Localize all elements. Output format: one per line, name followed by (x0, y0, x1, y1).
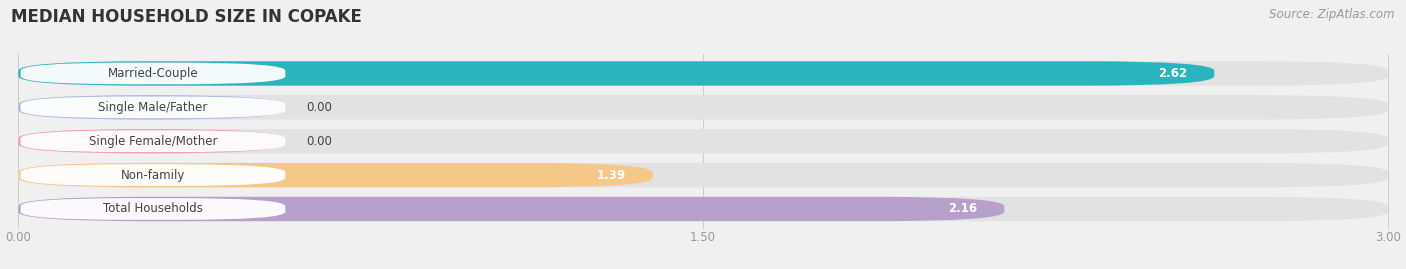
Text: Non-family: Non-family (121, 169, 186, 182)
FancyBboxPatch shape (18, 95, 283, 119)
Text: 2.62: 2.62 (1157, 67, 1187, 80)
Text: Total Households: Total Households (103, 203, 202, 215)
FancyBboxPatch shape (21, 130, 285, 152)
Text: 1.39: 1.39 (596, 169, 626, 182)
Text: Single Female/Mother: Single Female/Mother (89, 135, 217, 148)
FancyBboxPatch shape (21, 63, 285, 84)
FancyBboxPatch shape (18, 129, 1388, 153)
FancyBboxPatch shape (18, 197, 1388, 221)
FancyBboxPatch shape (18, 197, 1004, 221)
FancyBboxPatch shape (18, 163, 1388, 187)
Text: Single Male/Father: Single Male/Father (98, 101, 208, 114)
Text: MEDIAN HOUSEHOLD SIZE IN COPAKE: MEDIAN HOUSEHOLD SIZE IN COPAKE (11, 8, 363, 26)
Text: 0.00: 0.00 (307, 101, 332, 114)
Text: Married-Couple: Married-Couple (108, 67, 198, 80)
FancyBboxPatch shape (18, 163, 652, 187)
Text: 0.00: 0.00 (307, 135, 332, 148)
FancyBboxPatch shape (18, 129, 283, 153)
FancyBboxPatch shape (18, 61, 1215, 86)
FancyBboxPatch shape (21, 198, 285, 220)
FancyBboxPatch shape (21, 97, 285, 118)
Text: Source: ZipAtlas.com: Source: ZipAtlas.com (1270, 8, 1395, 21)
FancyBboxPatch shape (18, 95, 1388, 119)
Text: 2.16: 2.16 (948, 203, 977, 215)
FancyBboxPatch shape (18, 61, 1388, 86)
FancyBboxPatch shape (21, 164, 285, 186)
